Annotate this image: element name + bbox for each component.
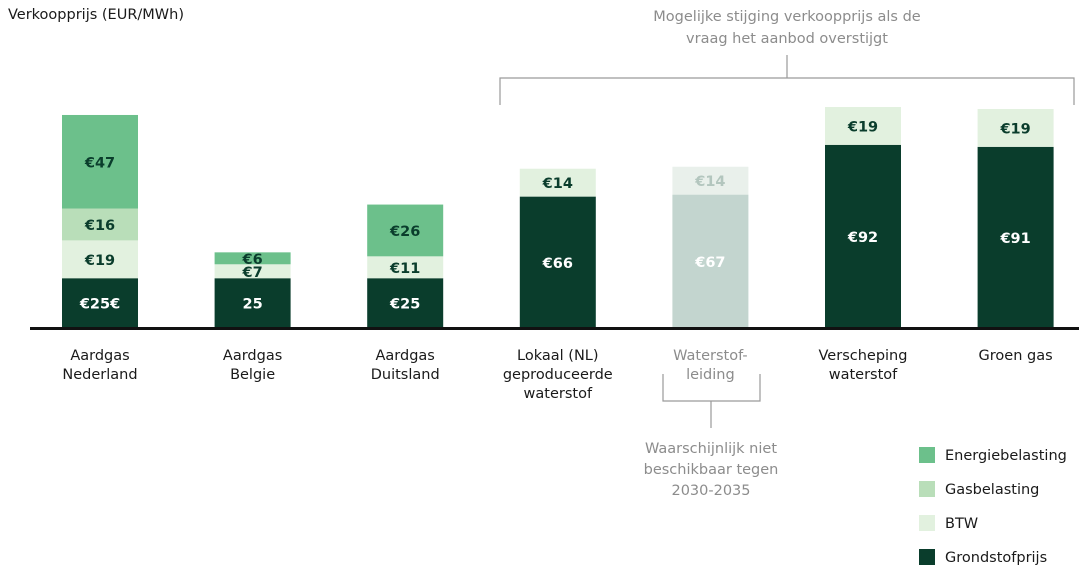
bar-segment (214, 252, 291, 265)
bar-segment (672, 194, 749, 328)
data-label: €19 (84, 253, 115, 269)
data-label: 25 (243, 297, 263, 313)
legend-swatch (919, 549, 935, 565)
data-label: €19 (847, 119, 878, 135)
bar-segment (825, 107, 901, 145)
data-label: €14 (542, 176, 573, 192)
data-label: €26 (389, 224, 420, 240)
data-label: €67 (694, 255, 725, 271)
bar-segment (367, 278, 444, 328)
bar-segment (62, 208, 138, 241)
x-tick-label: Groen gas (978, 348, 1053, 364)
data-label: €6 (242, 252, 263, 268)
data-label: €11 (389, 261, 420, 277)
data-label: €47 (84, 155, 115, 171)
bar-segment (977, 146, 1054, 328)
data-label: €66 (542, 256, 573, 272)
x-tick-label: Lokaal (NL) geproduceerde waterstof (502, 348, 613, 402)
data-label: €25€ (79, 297, 120, 313)
bar-segment (214, 278, 291, 328)
bar-segment (977, 109, 1054, 147)
bar-segment (672, 166, 749, 195)
bar-segment (367, 204, 444, 257)
bracket (499, 77, 1075, 105)
x-tick-label: Aardgas Nederland (62, 348, 138, 383)
bar-segment (62, 240, 138, 279)
legend-swatch (919, 447, 935, 463)
data-label: €25 (389, 297, 420, 313)
x-tick-label: Aardgas Duitsland (370, 348, 440, 383)
legend-label: Grondstofprijs (945, 550, 1047, 566)
legend-label: Gasbelasting (945, 482, 1039, 498)
legend-label: BTW (945, 516, 978, 532)
x-tick-label: Aardgas Belgie (222, 348, 283, 383)
x-tick-label: Waterstof- leiding (673, 348, 748, 383)
bar-segment (825, 144, 901, 328)
bar-segment (519, 196, 596, 328)
y-axis-label: Verkoopprijs (EUR/MWh) (8, 7, 184, 23)
annotation: Waarschijnlijk niet beschikbaar tegen 20… (643, 441, 779, 499)
legend-swatch (919, 481, 935, 497)
data-label: €92 (847, 230, 878, 246)
x-tick-label: Verscheping waterstof (818, 348, 908, 383)
top-bracket (499, 55, 1075, 105)
bar-segment (62, 278, 138, 328)
bar-segment (519, 168, 596, 197)
data-label: €16 (84, 218, 115, 234)
bar-segment (367, 256, 444, 279)
data-label: €14 (694, 174, 725, 190)
legend-label: Energiebelasting (945, 448, 1067, 464)
bar-segment (214, 264, 291, 279)
bar-segment (62, 114, 138, 209)
x-axis (30, 327, 1079, 330)
annotation: Mogelijke stijging verkoopprijs als de v… (653, 9, 921, 47)
bottom-bracket (662, 374, 761, 428)
legend-swatch (919, 515, 935, 531)
data-label: €91 (999, 231, 1030, 247)
data-label: €19 (999, 121, 1030, 137)
data-label: €7 (242, 265, 263, 281)
